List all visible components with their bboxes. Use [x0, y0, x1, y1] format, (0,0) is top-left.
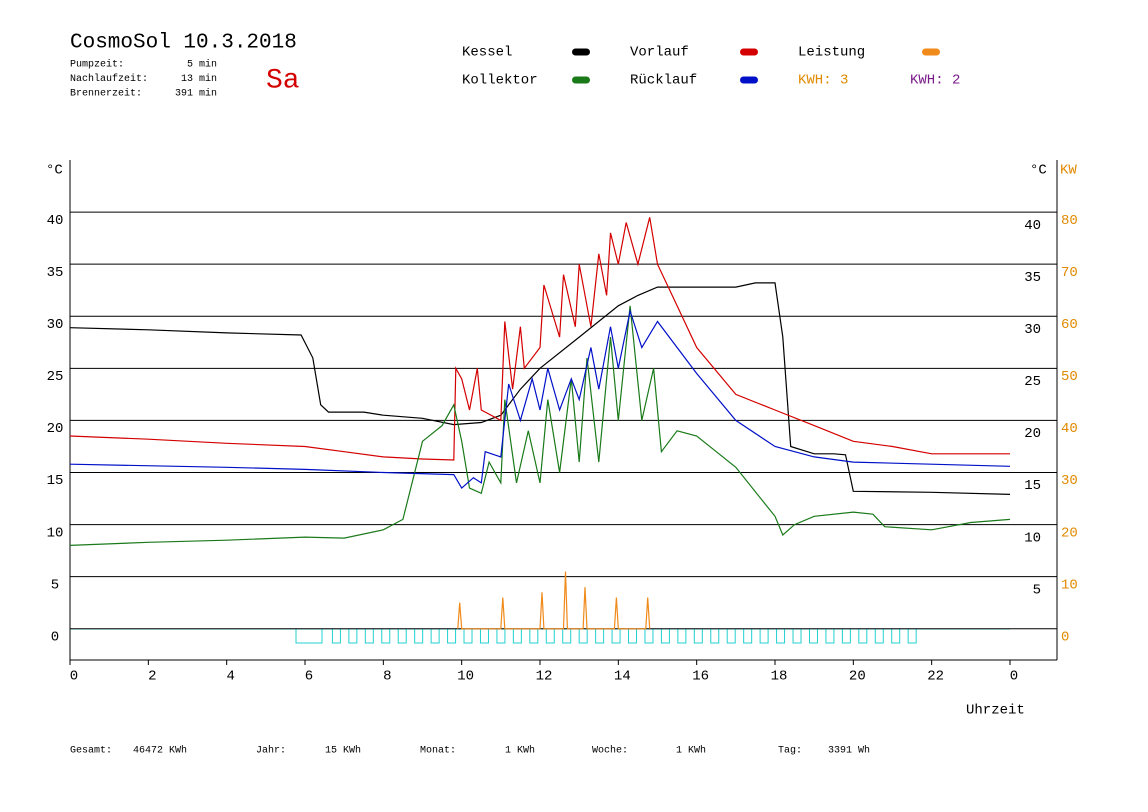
info-value: 13 min [181, 73, 217, 85]
x-tick-label: 14 [614, 669, 631, 685]
y-tick-label-right: 15 [1024, 478, 1041, 494]
y-tick-label-right: 10 [1024, 530, 1041, 546]
y2-tick-label: 60 [1061, 317, 1078, 333]
total-value: 3391 Wh [828, 745, 870, 757]
series-line [69, 308, 1011, 490]
series-line [69, 282, 1011, 495]
legend-swatch [572, 48, 590, 56]
y-tick-label-right: 40 [1024, 218, 1041, 234]
y2-tick-label: 20 [1061, 525, 1078, 541]
x-tick-label: 10 [457, 669, 474, 685]
x-tick-label: 16 [692, 669, 709, 685]
day-label: Sa [266, 65, 300, 96]
x-tick-label: 22 [927, 669, 944, 685]
y-tick-label-right: 35 [1024, 270, 1041, 286]
x-tick-label: 8 [383, 669, 391, 685]
y-tick-label: 0 [51, 629, 59, 645]
legend-label: Vorlauf [630, 45, 689, 61]
total-label: Monat: [420, 746, 456, 757]
y-tick-label: 15 [47, 473, 64, 489]
total-value: 1 KWh [676, 745, 706, 757]
y-tick-label-right: 20 [1024, 426, 1041, 442]
y-tick-label: 40 [47, 213, 64, 229]
y-tick-label-right: 5 [1033, 582, 1041, 598]
y-tick-label-right: 25 [1024, 374, 1041, 390]
y2-tick-label: 80 [1061, 213, 1078, 229]
series-line [69, 305, 1011, 546]
total-value: 15 KWh [325, 745, 361, 757]
y-tick-label: 20 [47, 421, 64, 437]
y-tick-label: 25 [47, 369, 64, 385]
legend-swatch [922, 48, 940, 56]
y-tick-label: 30 [47, 317, 64, 333]
info-label: Nachlaufzeit: [70, 73, 148, 85]
info-value: 5 min [187, 59, 217, 71]
x-tick-label: 2 [148, 669, 156, 685]
total-label: Tag: [778, 746, 802, 757]
x-tick-label: 12 [536, 669, 553, 685]
kwh-label: KWH: 2 [910, 73, 960, 89]
legend-swatch [740, 76, 758, 84]
series-line [457, 571, 651, 630]
x-tick-label: 0 [1010, 669, 1018, 685]
x-tick-label: 4 [226, 669, 234, 685]
x-tick-label: 18 [771, 669, 788, 685]
y2-tick-label: 0 [1061, 629, 1069, 645]
x-tick-label: 20 [849, 669, 866, 685]
legend-label: Rücklauf [630, 73, 697, 89]
y2-tick-label: 70 [1061, 265, 1078, 281]
y-tick-label-right: 30 [1024, 322, 1041, 338]
total-label: Jahr: [256, 745, 286, 757]
y-unit-right: °C [1030, 163, 1047, 179]
info-value: 391 min [175, 88, 217, 100]
y-tick-label: 5 [51, 577, 59, 593]
info-label: Pumpzeit: [70, 59, 124, 71]
series-line [69, 217, 1010, 461]
total-value: 1 KWh [505, 745, 535, 757]
total-label: Woche: [592, 745, 628, 757]
total-value: 46472 KWh [133, 745, 187, 757]
chart-title: CosmoSol 10.3.2018 [70, 32, 297, 55]
y-unit: °C [46, 163, 63, 179]
legend-swatch [572, 76, 590, 84]
y2-tick-label: 10 [1061, 577, 1078, 593]
kwh-label: KWH: 3 [798, 73, 848, 89]
x-tick-label: 6 [305, 669, 313, 685]
x-tick-label: 0 [70, 669, 78, 685]
legend-swatch [740, 48, 758, 56]
y2-tick-label: 50 [1061, 369, 1078, 385]
y-tick-label: 10 [47, 525, 64, 541]
y-tick-label: 35 [47, 265, 64, 281]
legend-label: Kessel [462, 45, 512, 61]
y2-tick-label: 40 [1061, 421, 1078, 437]
total-label: Gesamt: [70, 746, 112, 757]
x-axis-label: Uhrzeit [966, 703, 1025, 719]
legend-label: Leistung [798, 45, 865, 61]
legend-label: Kollektor [462, 73, 538, 89]
y2-tick-label: 30 [1061, 473, 1078, 489]
info-label: Brennerzeit: [70, 88, 142, 100]
y2-unit: KW [1060, 163, 1077, 179]
